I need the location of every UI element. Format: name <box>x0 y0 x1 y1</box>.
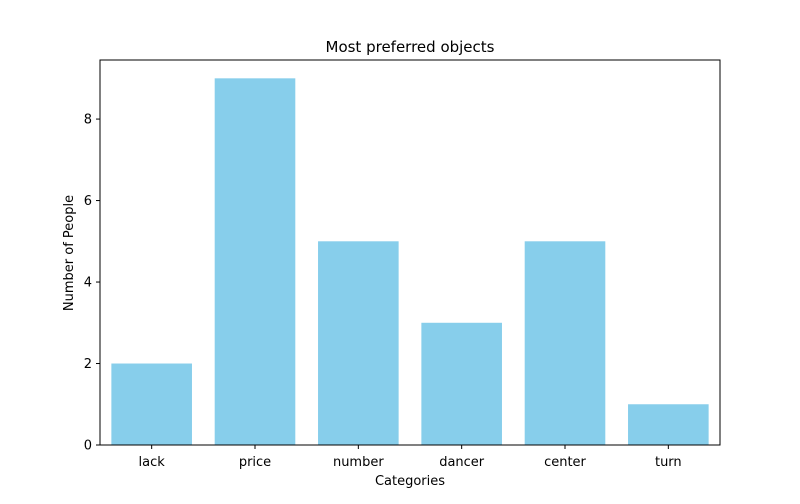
y-tick-label: 6 <box>84 194 92 209</box>
bar-turn <box>628 404 709 445</box>
bar-price <box>214 78 296 445</box>
bar-lack <box>111 363 192 445</box>
y-axis-ticks: 0 2 4 6 8 <box>84 113 100 454</box>
bar-number <box>318 241 399 445</box>
y-tick-label: 4 <box>84 276 92 291</box>
x-tick-label: lack <box>139 455 166 470</box>
y-tick-label: 0 <box>84 439 92 454</box>
x-tick-label: number <box>333 455 384 470</box>
y-tick-label: 8 <box>84 113 92 128</box>
bar-dancer <box>421 322 502 445</box>
x-tick-label: center <box>544 455 586 470</box>
x-tick-label: price <box>239 455 271 470</box>
y-tick-label: 2 <box>84 357 92 372</box>
y-axis-label: Number of People <box>62 195 77 311</box>
bars-layer <box>111 78 709 445</box>
x-tick-label: turn <box>655 455 682 470</box>
x-tick-label: dancer <box>439 455 485 470</box>
x-axis-label: Categories <box>375 474 445 489</box>
plot-frame <box>99 59 721 446</box>
chart-title: Most preferred objects <box>326 38 495 56</box>
bar-center <box>524 241 606 445</box>
x-axis-ticks: lack price number dancer center turn <box>139 445 682 470</box>
